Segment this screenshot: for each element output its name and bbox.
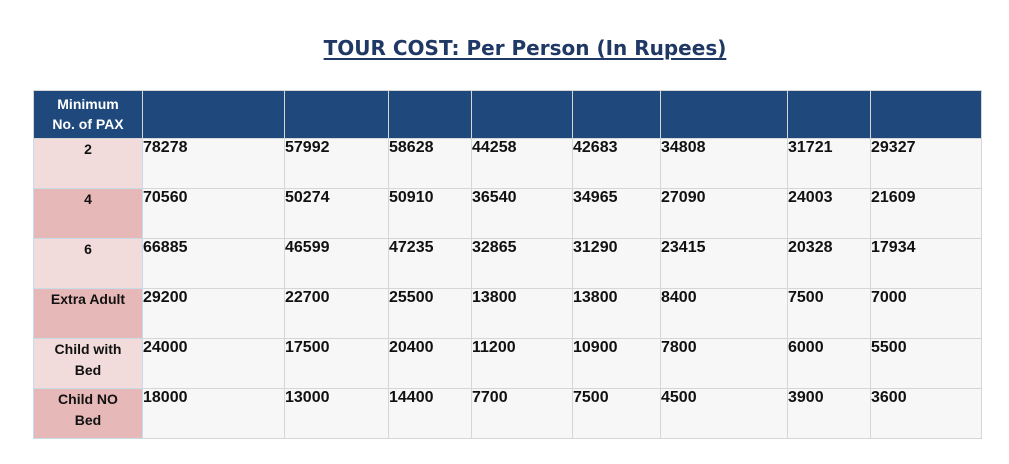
row-label: Extra Adult bbox=[33, 288, 143, 339]
table-cell: 3900 bbox=[787, 388, 871, 439]
row-label: 6 bbox=[33, 238, 143, 289]
table-cell: 46599 bbox=[284, 238, 389, 289]
row-label: Child with Bed bbox=[33, 338, 143, 389]
table-cell: 10900 bbox=[572, 338, 661, 389]
row-label-line: 6 bbox=[84, 241, 92, 257]
header-cell bbox=[388, 90, 472, 139]
table-cell: 31290 bbox=[572, 238, 661, 289]
table-cell: 34808 bbox=[660, 138, 788, 189]
table-cell: 24003 bbox=[787, 188, 871, 239]
row-label-line: Child NO bbox=[58, 391, 118, 407]
table-cell: 24000 bbox=[142, 338, 285, 389]
table-cell: 14400 bbox=[388, 388, 472, 439]
table-cell: 32865 bbox=[471, 238, 573, 289]
table-cell: 7500 bbox=[787, 288, 871, 339]
header-min-pax-line: Minimum bbox=[57, 96, 119, 112]
header-cell bbox=[142, 90, 285, 139]
row-label-line: Child with bbox=[54, 341, 122, 357]
header-cell bbox=[284, 90, 389, 139]
row-label-line: Bed bbox=[74, 412, 102, 428]
table-cell: 5500 bbox=[870, 338, 982, 389]
header-cell bbox=[870, 90, 982, 139]
row-label-line: 4 bbox=[84, 191, 92, 207]
table-cell: 25500 bbox=[388, 288, 472, 339]
table-cell: 78278 bbox=[142, 138, 285, 189]
table-cell: 6000 bbox=[787, 338, 871, 389]
table-cell: 13800 bbox=[471, 288, 573, 339]
header-cell bbox=[787, 90, 871, 139]
row-label-line: 2 bbox=[84, 141, 92, 157]
table-row: Child NO Bed 18000 13000 14400 7700 7500 4500 39… bbox=[33, 388, 982, 439]
table-cell: 20400 bbox=[388, 338, 472, 389]
header-cell bbox=[471, 90, 573, 139]
table-cell: 70560 bbox=[142, 188, 285, 239]
table-cell: 8400 bbox=[660, 288, 788, 339]
table-cell: 31721 bbox=[787, 138, 871, 189]
header-row: Minimum No. of PAX bbox=[33, 90, 982, 139]
table-cell: 17500 bbox=[284, 338, 389, 389]
table-cell: 7500 bbox=[572, 388, 661, 439]
table-cell: 47235 bbox=[388, 238, 472, 289]
table-cell: 34965 bbox=[572, 188, 661, 239]
header-cell bbox=[660, 90, 788, 139]
table-cell: 42683 bbox=[572, 138, 661, 189]
table-cell: 13800 bbox=[572, 288, 661, 339]
table-cell: 29327 bbox=[870, 138, 982, 189]
table-cell: 18000 bbox=[142, 388, 285, 439]
row-label-line: Bed bbox=[74, 362, 102, 378]
table-cell: 27090 bbox=[660, 188, 788, 239]
table-cell: 22700 bbox=[284, 288, 389, 339]
row-label: 4 bbox=[33, 188, 143, 239]
table-cell: 20328 bbox=[787, 238, 871, 289]
table-cell: 3600 bbox=[870, 388, 982, 439]
table-cell: 57992 bbox=[284, 138, 389, 189]
table-cell: 21609 bbox=[870, 188, 982, 239]
table-row: 6 66885 46599 47235 32865 31290 23415 20328 1793… bbox=[33, 238, 982, 289]
table-cell: 29200 bbox=[142, 288, 285, 339]
tour-cost-table: Minimum No. of PAX 2 78278 57992 58628 44258… bbox=[33, 90, 982, 439]
table-cell: 7000 bbox=[870, 288, 982, 339]
header-min-pax: Minimum No. of PAX bbox=[33, 90, 143, 139]
row-label-line: Extra Adult bbox=[50, 291, 126, 307]
row-label: Child NO Bed bbox=[33, 388, 143, 439]
table-row: Extra Adult 29200 22700 25500 13800 13800 8400… bbox=[33, 288, 982, 339]
table-cell: 7700 bbox=[471, 388, 573, 439]
row-label: 2 bbox=[33, 138, 143, 189]
table-row: Child with Bed 24000 17500 20400 11200 10900 78… bbox=[33, 338, 982, 389]
table-cell: 7800 bbox=[660, 338, 788, 389]
table-cell: 50274 bbox=[284, 188, 389, 239]
header-cell bbox=[572, 90, 661, 139]
table-row: 4 70560 50274 50910 36540 34965 27090 24003 2160… bbox=[33, 188, 982, 239]
table-cell: 50910 bbox=[388, 188, 472, 239]
table-cell: 44258 bbox=[471, 138, 573, 189]
table-cell: 11200 bbox=[471, 338, 573, 389]
table-cell: 17934 bbox=[870, 238, 982, 289]
table-cell: 4500 bbox=[660, 388, 788, 439]
header-min-pax-line: No. of PAX bbox=[52, 116, 124, 132]
table-cell: 58628 bbox=[388, 138, 472, 189]
table-row: 2 78278 57992 58628 44258 42683 34808 31721 2932… bbox=[33, 138, 982, 189]
table-cell: 23415 bbox=[660, 238, 788, 289]
table-cell: 36540 bbox=[471, 188, 573, 239]
page-title: TOUR COST: Per Person (In Rupees) bbox=[323, 36, 727, 60]
table-cell: 13000 bbox=[284, 388, 389, 439]
table-cell: 66885 bbox=[142, 238, 285, 289]
